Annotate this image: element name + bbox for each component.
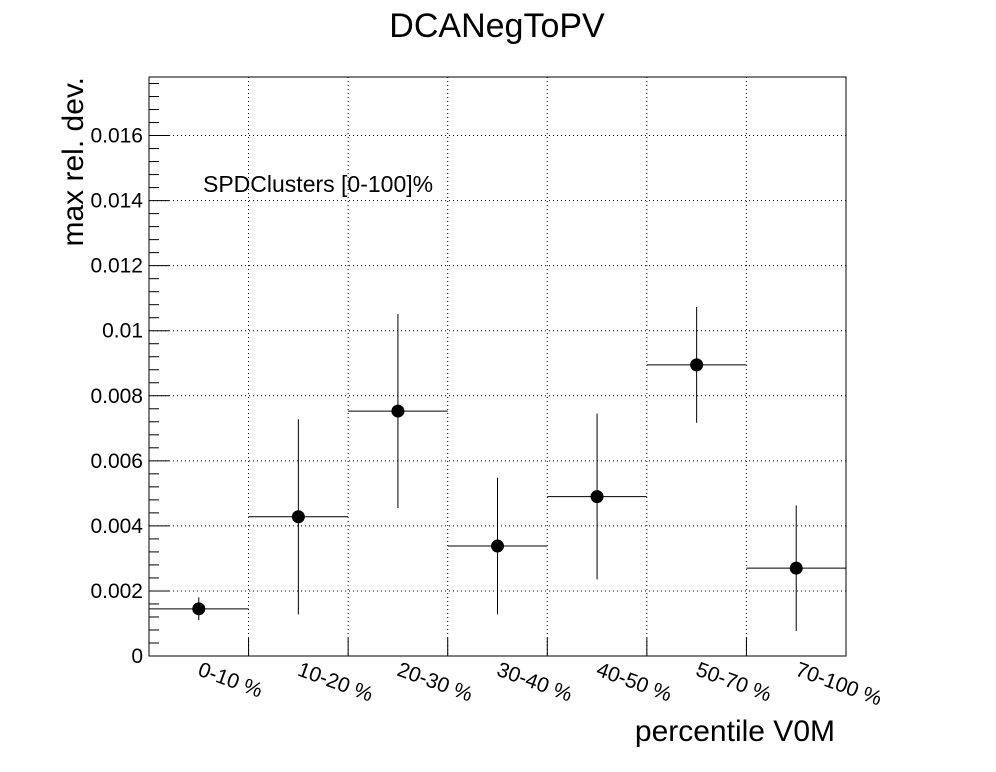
plot-frame xyxy=(148,76,847,657)
data-point xyxy=(789,561,803,575)
x-tick-labels: 0-10 % 10-20 % 20-30 % 30-40 % 40-50 % 50-70 … xyxy=(195,658,885,710)
x-tick-label: 20-30 % xyxy=(394,658,475,706)
data-point xyxy=(690,358,704,372)
y-tick-label: 0 xyxy=(131,645,143,668)
chart-annotation: SPDClusters [0-100]% xyxy=(203,171,433,197)
y-tick-label: 0.002 xyxy=(90,580,143,603)
axis-ticks xyxy=(149,83,747,657)
y-tick-label: 0.004 xyxy=(90,515,143,538)
y-tick-label: 0.006 xyxy=(90,450,143,473)
y-tick-label: 0.01 xyxy=(102,320,143,343)
x-tick-label: 30-40 % xyxy=(494,658,575,706)
data-point xyxy=(491,539,504,553)
y-tick-label: 0.008 xyxy=(90,385,143,408)
data-point xyxy=(291,510,305,524)
x-axis-title: percentile V0M xyxy=(635,715,835,748)
x-tick-label: 0-10 % xyxy=(195,658,265,702)
y-tick-label: 0.012 xyxy=(90,255,143,278)
x-tick-label: 40-50 % xyxy=(593,658,674,706)
y-tick-label: 0.014 xyxy=(90,190,143,213)
grid xyxy=(149,77,846,656)
data-points xyxy=(149,306,846,631)
x-tick-label: 50-70 % xyxy=(693,658,774,706)
y-tick-labels: 0 0.002 0.004 0.006 0.008 0.01 0.012 0.014 0.016 xyxy=(90,125,143,668)
y-axis-title: max rel. dev. xyxy=(57,77,90,247)
data-point xyxy=(590,490,604,504)
y-tick-label: 0.016 xyxy=(90,125,143,148)
data-point xyxy=(192,602,206,616)
x-tick-label: 10-20 % xyxy=(295,658,376,706)
chart-title: DCANegToPV xyxy=(389,7,605,45)
data-point xyxy=(391,404,405,418)
x-tick-label: 70-100 % xyxy=(793,658,885,710)
